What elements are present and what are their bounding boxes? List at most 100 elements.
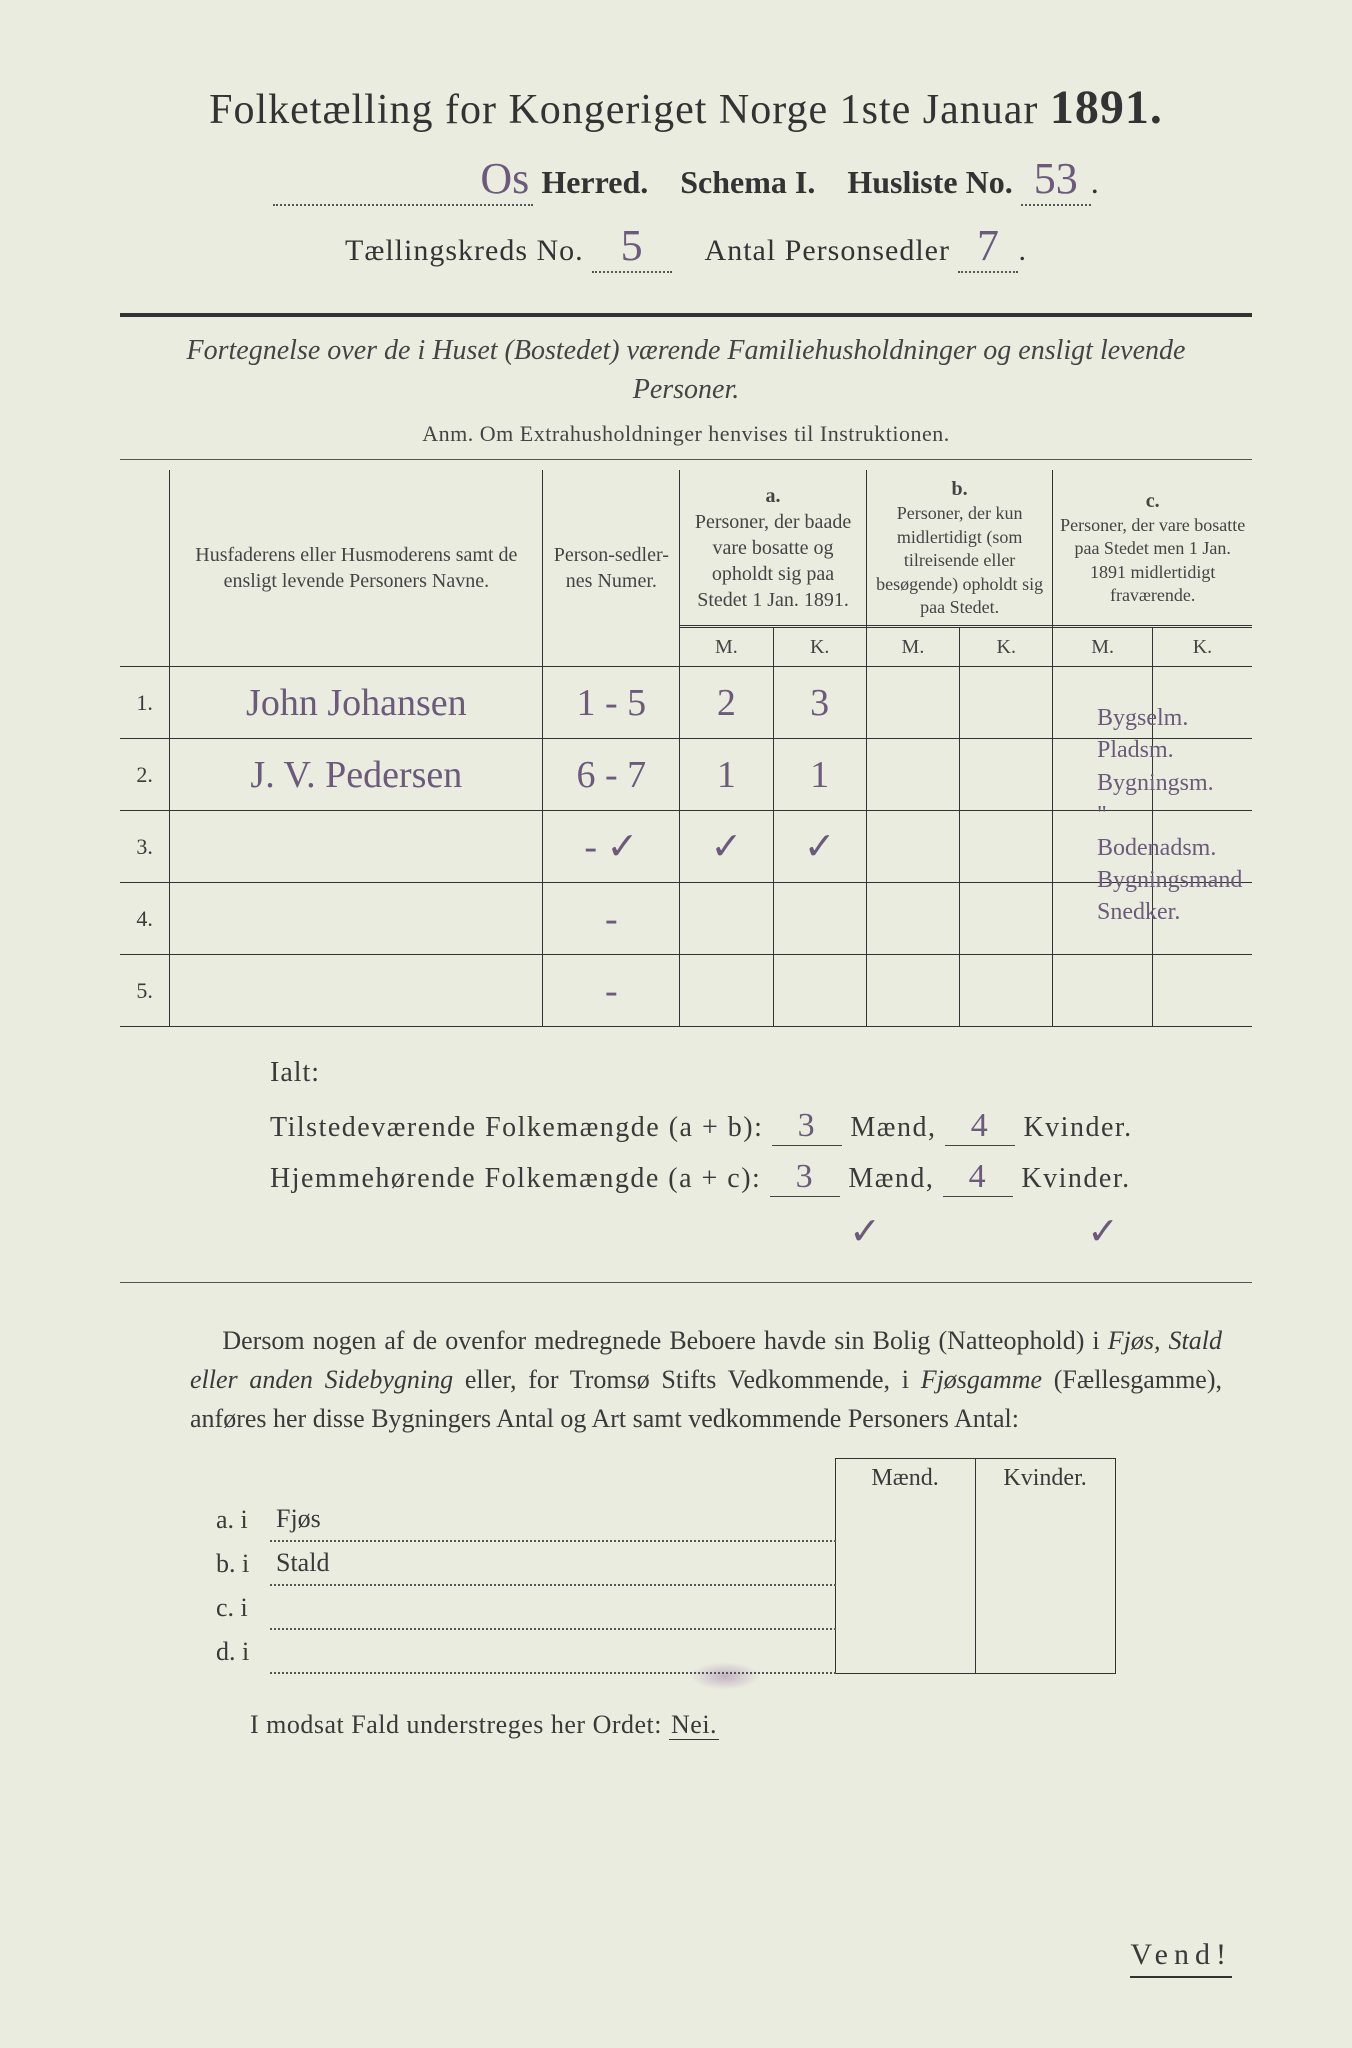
- row-aM: 2: [680, 667, 773, 739]
- row-pn: 6 - 7: [543, 739, 680, 811]
- col-a-k: K.: [773, 628, 866, 667]
- para-text: Dersom nogen af de ovenfor medregnede Be…: [222, 1326, 1107, 1355]
- row-aK: [773, 955, 866, 1027]
- check-k: ✓: [1068, 1209, 1138, 1254]
- row-bK: [960, 811, 1053, 883]
- row-name: John Johansen: [170, 667, 543, 739]
- rule-divider: [120, 1282, 1252, 1283]
- row-label: Fjøs.: [270, 1498, 835, 1541]
- row-aM: ✓: [680, 811, 773, 883]
- row-label: Stald.: [270, 1541, 835, 1585]
- row-aM: [680, 883, 773, 955]
- col-a-desc: Personer, der baade vare bosatte og opho…: [686, 509, 860, 613]
- col-header-name: Husfaderens eller Husmoderens samt de en…: [170, 470, 543, 666]
- herred-handwritten: Os: [480, 154, 529, 203]
- col-b-m: M.: [866, 628, 959, 667]
- row-m: [835, 1541, 975, 1585]
- sum2-k: 4: [969, 1158, 988, 1195]
- row-bK: [960, 883, 1053, 955]
- row-m: [835, 1585, 975, 1629]
- sum1-m: 3: [798, 1107, 817, 1144]
- row-number: 3.: [120, 811, 170, 883]
- small-kvinder-header: Kvinder.: [975, 1459, 1115, 1499]
- kreds-label: Tællingskreds No.: [345, 234, 584, 267]
- page-title: Folketælling for Kongeriget Norge 1ste J…: [120, 80, 1252, 135]
- row-number: 2.: [120, 739, 170, 811]
- row-bM: [866, 883, 959, 955]
- row-aK: 3: [773, 667, 866, 739]
- margin-note-line: ": [1097, 799, 1262, 831]
- margin-note-line: Bodenadsm.: [1097, 832, 1262, 864]
- maend-label: Mænd,: [848, 1163, 934, 1194]
- col-b-label: b.: [873, 476, 1047, 502]
- row-aK: ✓: [773, 811, 866, 883]
- row-cM: [1053, 955, 1153, 1027]
- table-row: 2.J. V. Pedersen6 - 711: [120, 739, 1252, 811]
- table-row: 3.- ✓✓✓: [120, 811, 1252, 883]
- row-aK: [773, 883, 866, 955]
- instructions-paragraph: Dersom nogen af de ovenfor medregnede Be…: [190, 1321, 1222, 1438]
- husliste-label: Husliste No.: [847, 164, 1012, 200]
- margin-note-line: Bygningsmand: [1097, 864, 1262, 896]
- title-year: 1891.: [1050, 81, 1163, 134]
- ink-smudge: [690, 1662, 760, 1690]
- row-bM: [866, 811, 959, 883]
- header-line-2: Os Herred. Schema I. Husliste No. 53.: [120, 153, 1252, 206]
- buildings-row: a. iFjøs.: [210, 1498, 1115, 1541]
- row-letter: b. i: [210, 1541, 270, 1585]
- para-text: eller, for Tromsø Stifts Vedkommende, i: [453, 1365, 921, 1394]
- row-letter: a. i: [210, 1498, 270, 1541]
- sum1-label: Tilstedeværende Folkemængde (a + b):: [270, 1112, 763, 1143]
- rule-divider: [120, 459, 1252, 460]
- main-table: Husfaderens eller Husmoderens samt de en…: [120, 470, 1252, 1027]
- totals-block: Ialt: Tilstedeværende Folkemængde (a + b…: [270, 1057, 1192, 1254]
- col-a-m: M.: [680, 628, 773, 667]
- kvinder-label: Kvinder.: [1023, 1112, 1132, 1143]
- margin-note-line: Snedker.: [1097, 896, 1262, 928]
- col-a-label: a.: [686, 483, 860, 509]
- row-label: .: [270, 1585, 835, 1629]
- row-cK: [1152, 955, 1252, 1027]
- table-row: 5. -: [120, 955, 1252, 1027]
- row-bK: [960, 955, 1053, 1027]
- modsat-line: I modsat Fald understreges her Ordet: Ne…: [250, 1710, 1252, 1740]
- row-m: [835, 1498, 975, 1541]
- row-name: [170, 811, 543, 883]
- row-m: [835, 1629, 975, 1673]
- row-k: [975, 1541, 1115, 1585]
- col-b-k: K.: [960, 628, 1053, 667]
- row-k: [975, 1629, 1115, 1673]
- table-row: 4.-: [120, 883, 1252, 955]
- col-c-k: K.: [1152, 628, 1252, 667]
- sum-line-1: Tilstedeværende Folkemængde (a + b): 3 M…: [270, 1107, 1192, 1146]
- schema-label: Schema I.: [680, 164, 815, 200]
- col-c-m: M.: [1053, 628, 1153, 667]
- husliste-handwritten: 53: [1034, 154, 1078, 203]
- para-italic: Fjøsgamme: [921, 1365, 1042, 1394]
- form-annotation: Anm. Om Extrahusholdninger henvises til …: [120, 421, 1252, 447]
- row-pn: -: [543, 883, 680, 955]
- title-text: Folketælling for Kongeriget Norge 1ste J…: [209, 87, 1038, 133]
- sum1-k: 4: [971, 1107, 990, 1144]
- kvinder-label: Kvinder.: [1021, 1163, 1130, 1194]
- col-b-desc: Personer, der kun midlertidigt (som tilr…: [873, 502, 1047, 619]
- maend-label: Mænd,: [850, 1112, 936, 1143]
- row-bM: [866, 955, 959, 1027]
- row-letter: c. i: [210, 1585, 270, 1629]
- buildings-row: b. iStald.: [210, 1541, 1115, 1585]
- kreds-handwritten: 5: [621, 221, 644, 270]
- row-pn: -: [543, 955, 680, 1027]
- row-pn: 1 - 5: [543, 667, 680, 739]
- row-bM: [866, 667, 959, 739]
- margin-note-line: Bygselm.: [1097, 702, 1262, 734]
- row-name: [170, 883, 543, 955]
- ialt-label: Ialt:: [270, 1057, 1192, 1089]
- row-number: 5.: [120, 955, 170, 1027]
- header-line-3: Tællingskreds No. 5 Antal Personsedler 7…: [120, 220, 1252, 273]
- antal-handwritten: 7: [977, 221, 1000, 270]
- census-form-page: Folketælling for Kongeriget Norge 1ste J…: [120, 80, 1252, 1740]
- row-name: J. V. Pedersen: [170, 739, 543, 811]
- col-c-label: c.: [1059, 488, 1246, 514]
- row-k: [975, 1498, 1115, 1541]
- row-number: 1.: [120, 667, 170, 739]
